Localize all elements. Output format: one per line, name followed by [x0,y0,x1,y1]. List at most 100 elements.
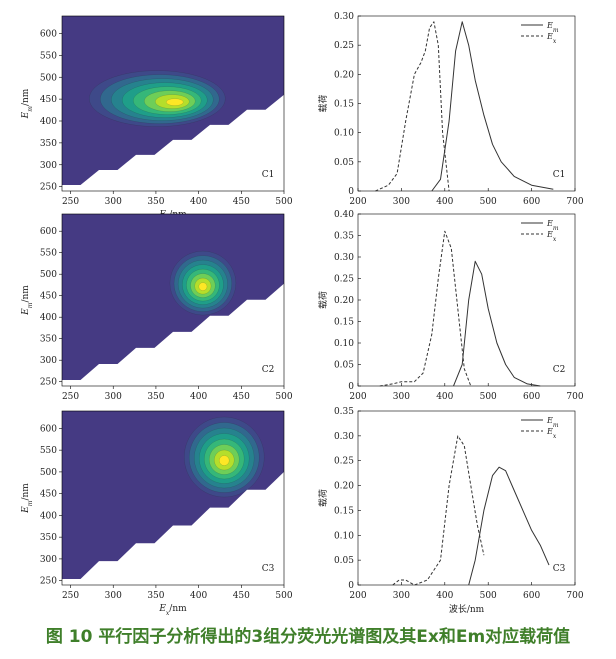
scatter-mask [62,283,284,386]
x-tick-label: 350 [147,392,164,402]
heatmap-frame [61,213,285,387]
x-tick-label: 300 [393,197,410,207]
x-tick-label: 400 [436,197,453,207]
x-tick-label: 400 [190,197,207,207]
y-tick-label: 0 [348,187,354,197]
x-tick-label: 450 [233,591,250,601]
heatmap-panel-c3: 250 300 350 400 450 500 250 300 350 400 450 500 550 6… [21,410,293,617]
x-axis-label: Ex/nm [158,604,187,617]
x-tick-label: 200 [349,591,366,601]
y-tick-label: 0 [348,382,354,392]
y-tick-label: 0.05 [334,158,354,168]
y-axis-label: Em/nm [21,483,34,514]
x-tick-label: 250 [62,591,79,601]
y-tick-label: 550 [40,249,57,259]
caption-text: 平行因子分析得出的3组分荧光光谱图及其Ex和Em对应载荷值 [98,627,571,647]
y-axis-label: 载荷 [317,94,329,112]
legend-label: Em [546,416,559,429]
legend-label: Ex [546,427,557,440]
contour-level-8 [198,282,208,291]
y-tick-label: 250 [40,577,57,587]
legend-label: Em [546,21,559,34]
x-tick-label: 600 [523,392,540,402]
y-tick-label: 0.25 [334,457,354,467]
x-tick-label: 700 [566,197,583,207]
x-tick-label: 700 [566,392,583,402]
y-axis-label: 载荷 [317,489,329,507]
y-tick-label: 250 [40,183,57,193]
heatmap-frame [61,410,285,586]
x-tick-label: 500 [275,197,292,207]
y-tick-label: 500 [40,73,57,83]
y-axis-label: Em/nm [21,285,34,316]
y-tick-label: 350 [40,533,57,543]
scatter-mask [62,471,284,585]
loading-panel-c2: 200 300 400 500 600 700 0 0.05 0.10 0.15 0.20 0.25 0… [317,210,584,402]
series-line-ex [392,435,485,586]
scatter-mask [62,94,284,191]
heatmap-panel-c1: 250 300 350 400 450 500 250 300 350 400 450 500 550 6… [21,15,293,223]
x-tick-label: 300 [393,591,410,601]
legend-label: Ex [546,32,557,45]
x-tick-label: 450 [233,197,250,207]
y-tick-label: 0.35 [334,407,354,417]
x-tick-label: 700 [566,591,583,601]
y-tick-label: 0.20 [334,296,354,306]
x-tick-label: 500 [480,197,497,207]
y-tick-label: 600 [40,30,57,40]
x-tick-label: 250 [62,392,79,402]
x-tick-label: 300 [393,392,410,402]
y-tick-label: 0.10 [334,339,354,349]
x-tick-label: 200 [349,392,366,402]
legend-label: Ex [546,230,557,243]
panel-label: C1 [553,170,566,180]
series-line-em [453,260,541,387]
y-tick-label: 550 [40,446,57,456]
x-tick-label: 250 [62,197,79,207]
y-tick-label: 250 [40,378,57,388]
series-line-em [468,466,550,586]
y-tick-label: 0 [348,581,354,591]
x-tick-label: 300 [105,591,122,601]
x-axis-label: 波长/nm [449,603,485,615]
series-line-ex [379,230,472,387]
x-tick-label: 200 [349,197,366,207]
y-tick-label: 0.10 [334,531,354,541]
x-tick-label: 300 [105,392,122,402]
plot-frame [357,15,576,192]
loading-panel-c3: 200 300 400 500 600 700 0 0.05 0.10 0.15 0.20 0.25 0… [317,407,584,615]
legend-label: Em [546,219,559,232]
x-tick-label: 400 [436,392,453,402]
y-tick-label: 600 [40,227,57,237]
x-tick-label: 350 [147,197,164,207]
y-tick-label: 0.20 [334,482,354,492]
loading-panel-c1: 200 300 400 500 600 700 0 0.05 0.10 0.15 0.20 0.25 0… [317,12,584,207]
plot-frame [357,410,576,586]
y-tick-label: 450 [40,95,57,105]
y-axis-label: Em/nm [21,88,34,119]
contour-level-8 [166,98,184,106]
x-tick-label: 400 [190,392,207,402]
heatmap-panel-c2: 250 300 350 400 450 500 250 300 350 400 450 500 550 6… [21,213,293,402]
panel-label: C2 [262,365,275,375]
y-tick-label: 0.15 [334,318,354,328]
y-tick-label: 0.20 [334,70,354,80]
x-tick-label: 500 [480,392,497,402]
y-tick-label: 350 [40,139,57,149]
y-tick-label: 450 [40,490,57,500]
y-tick-label: 500 [40,468,57,478]
panel-label: C3 [553,564,566,574]
y-tick-label: 400 [40,117,57,127]
panel-label: C1 [262,170,275,180]
y-axis-label: 载荷 [317,291,329,309]
y-tick-label: 350 [40,335,57,345]
y-tick-label: 300 [40,161,57,171]
y-tick-label: 0.25 [334,275,354,285]
x-tick-label: 600 [523,197,540,207]
y-tick-label: 0.30 [334,12,354,22]
y-tick-label: 600 [40,424,57,434]
y-tick-label: 550 [40,51,57,61]
plot-frame [357,213,576,387]
x-tick-label: 400 [190,591,207,601]
heatmap-frame [61,15,285,192]
